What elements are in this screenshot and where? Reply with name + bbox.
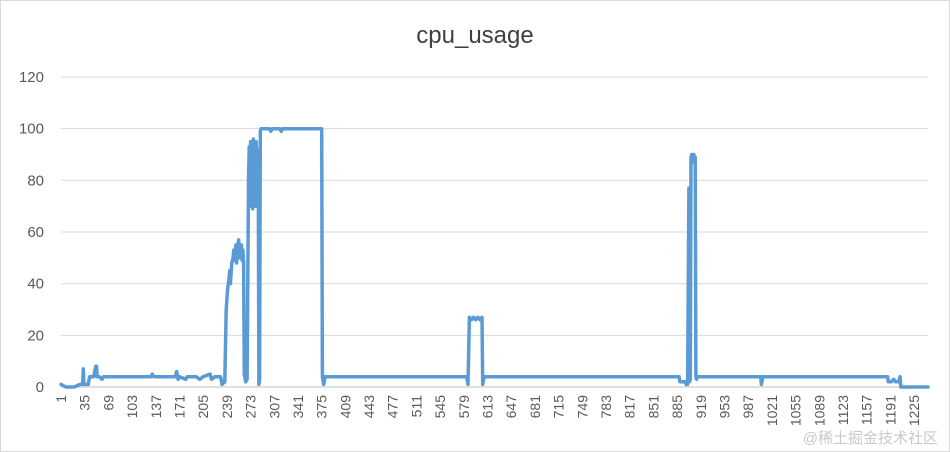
x-tick-label: 205 xyxy=(195,395,211,419)
x-tick-label: 953 xyxy=(716,395,732,419)
x-tick-label: 307 xyxy=(266,395,282,419)
x-tick-label: 613 xyxy=(480,395,496,419)
x-tick-label: 477 xyxy=(385,395,401,419)
x-tick-label: 545 xyxy=(432,395,448,419)
x-tick-label: 885 xyxy=(669,395,685,419)
y-tick-label: 100 xyxy=(19,121,44,138)
x-tick-label: 851 xyxy=(645,395,661,419)
y-tick-label: 120 xyxy=(19,69,44,86)
x-tick-label: 103 xyxy=(124,395,140,419)
x-tick-label: 239 xyxy=(219,395,235,419)
y-tick-label: 80 xyxy=(27,172,44,189)
x-tick-label: 919 xyxy=(693,395,709,419)
x-tick-label: 273 xyxy=(243,395,259,419)
x-tick-label: 511 xyxy=(408,395,424,418)
x-tick-label: 783 xyxy=(598,395,614,419)
x-tick-label: 647 xyxy=(503,395,519,419)
series-layer xyxy=(59,126,930,389)
x-tick-label: 987 xyxy=(740,395,756,419)
y-tick-label: 40 xyxy=(27,276,44,293)
x-tick-label: 1123 xyxy=(835,395,851,425)
x-tick-label: 579 xyxy=(456,395,472,419)
x-tick-label: 749 xyxy=(574,395,590,419)
series-line xyxy=(59,126,930,389)
x-tick-label: 341 xyxy=(290,395,306,419)
x-tick-label: 1157 xyxy=(859,395,875,425)
x-tick-label: 715 xyxy=(551,395,567,419)
y-tick-label: 0 xyxy=(36,379,44,396)
x-tick-label: 409 xyxy=(337,395,353,419)
chart-title: cpu_usage xyxy=(416,22,534,49)
gridlines xyxy=(61,76,928,388)
y-tick-label: 20 xyxy=(27,327,44,344)
x-tick-label: 1225 xyxy=(906,395,922,426)
x-tick-label: 443 xyxy=(361,395,377,419)
watermark-text: @稀土掘金技术社区 xyxy=(802,430,938,447)
y-tick-label: 60 xyxy=(27,224,44,241)
x-tick-label: 171 xyxy=(171,395,187,419)
x-tick-label: 1089 xyxy=(811,395,827,426)
x-tick-label: 375 xyxy=(314,395,330,419)
x-tick-label: 1021 xyxy=(764,395,780,426)
x-axis-tick-labels: 1 35 69 103 137 171 205 239 273 307 341 375 409 443 47… xyxy=(53,395,922,426)
x-tick-label: 35 xyxy=(77,395,93,411)
x-tick-label: 681 xyxy=(527,395,543,419)
x-tick-label: 1 xyxy=(53,395,69,403)
x-tick-label: 137 xyxy=(148,395,164,419)
x-tick-label: 1055 xyxy=(788,395,804,426)
x-tick-label: 69 xyxy=(100,395,116,411)
y-axis-tick-labels: 0 20 40 60 80 100 120 xyxy=(19,69,44,396)
x-tick-label: 1191 xyxy=(882,395,898,425)
x-tick-label: 817 xyxy=(622,395,638,419)
